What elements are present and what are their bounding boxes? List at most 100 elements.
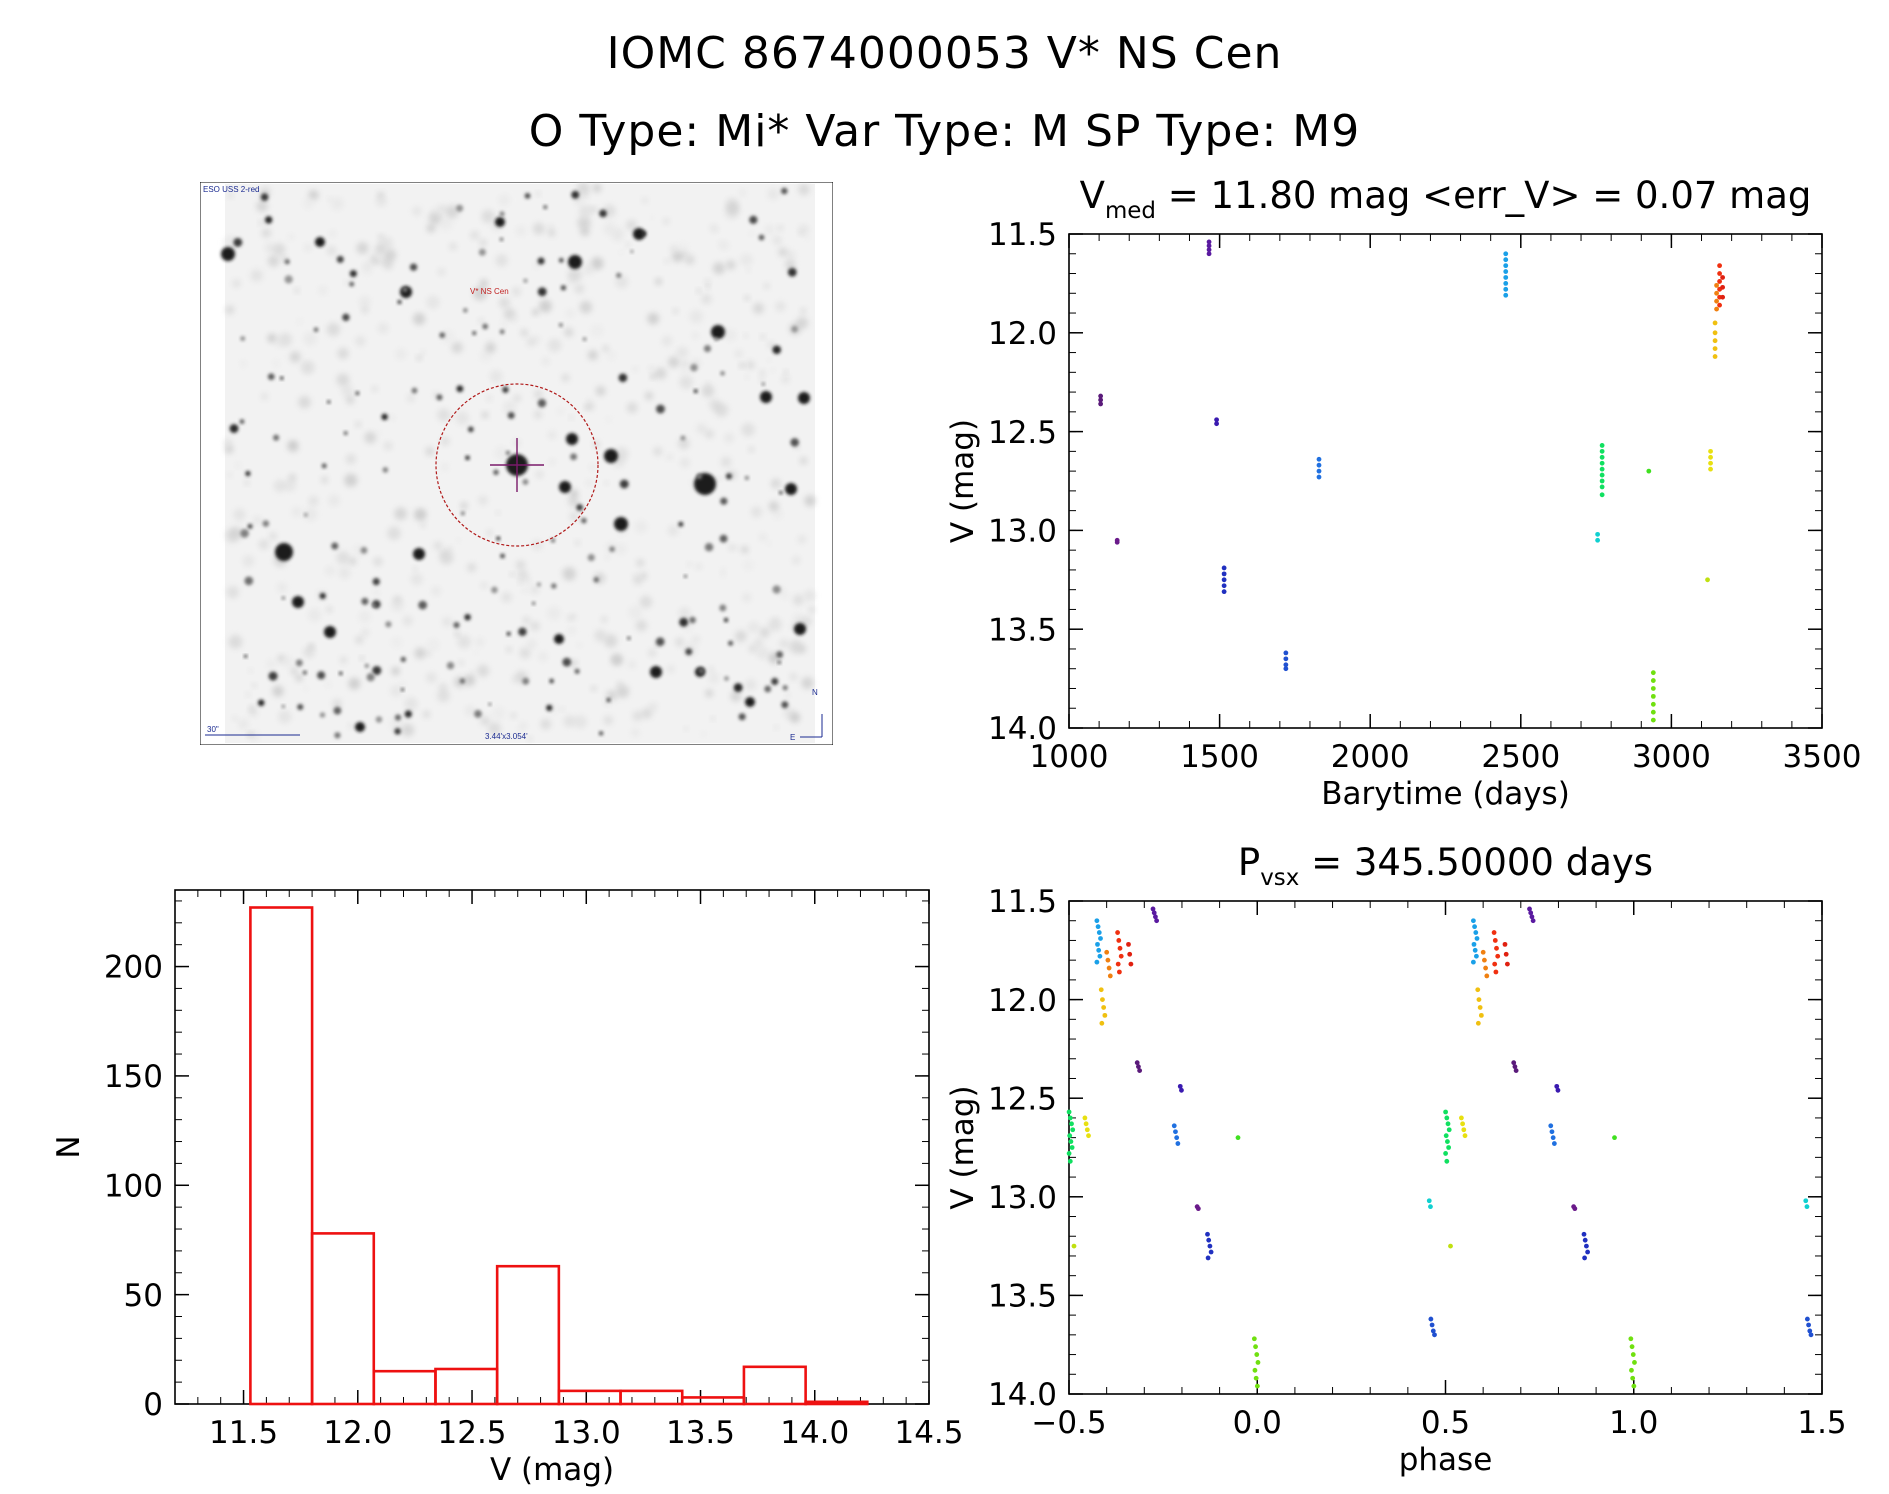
star	[680, 435, 686, 441]
lightcurve-point	[1650, 709, 1656, 715]
star	[689, 616, 696, 624]
lightcurve-point	[1283, 650, 1289, 656]
phased-point	[1478, 1012, 1484, 1018]
star	[604, 449, 618, 463]
phased-ylabel: V (mag)	[945, 1085, 981, 1209]
sky-background-blob	[668, 356, 680, 368]
lightcurve-point	[1708, 454, 1713, 460]
phased-point	[1066, 1109, 1072, 1115]
sky-background-blob	[709, 223, 719, 233]
sky-background-blob	[394, 348, 407, 360]
lightcurve-point	[1599, 484, 1605, 490]
phased-point	[1177, 1083, 1183, 1089]
histogram-bar	[680, 1396, 746, 1406]
sky-background-blob	[303, 331, 318, 346]
sky-background-blob	[585, 479, 593, 487]
star	[313, 327, 319, 333]
star	[366, 673, 375, 682]
star	[760, 391, 772, 403]
sky-background-blob	[302, 197, 315, 210]
phased-point	[1443, 1151, 1448, 1156]
star	[273, 434, 280, 441]
lightcurve-xtick-label: 2000	[1331, 739, 1410, 775]
star	[570, 453, 577, 461]
phased-point	[1548, 1123, 1554, 1129]
sky-background-blob	[625, 219, 638, 231]
sky-background-blob	[742, 592, 752, 603]
lightcurve-point	[1316, 462, 1322, 468]
star	[724, 676, 729, 681]
star	[474, 710, 482, 718]
sky-background-blob	[455, 411, 469, 425]
sky-background-blob	[248, 668, 253, 673]
sky-background-blob	[284, 479, 297, 492]
star	[262, 520, 270, 527]
lightcurve-point	[1214, 417, 1219, 423]
phased-point	[1094, 918, 1100, 924]
phased-point	[1462, 1133, 1468, 1139]
phased-point	[1096, 947, 1102, 953]
star	[785, 483, 797, 495]
star	[467, 426, 474, 433]
phased-point	[1084, 1127, 1090, 1133]
star	[297, 703, 304, 711]
lightcurve-point	[1650, 701, 1656, 707]
sky-background-blob	[617, 249, 624, 256]
sky-background-blob	[308, 189, 319, 201]
sky-background-blob	[224, 438, 233, 447]
lightcurve-point	[1712, 346, 1718, 352]
sky-background-blob	[562, 567, 576, 581]
lightcurve-xtick-label: 3500	[1783, 739, 1862, 775]
sky-background-blob	[478, 318, 484, 324]
phased-xtick-label: 0.5	[1421, 1405, 1470, 1441]
star	[418, 600, 428, 610]
sky-background-blob	[261, 228, 272, 238]
lightcurve-point	[1646, 468, 1652, 474]
sky-background-blob	[548, 224, 554, 230]
sky-background-blob	[679, 457, 691, 468]
sky-background-blob	[384, 262, 393, 271]
phased-point	[1493, 969, 1499, 975]
sky-background-blob	[605, 416, 612, 423]
phased-point	[1584, 1243, 1589, 1249]
star	[326, 400, 331, 404]
star	[518, 627, 527, 637]
lightcurve-point	[1098, 401, 1104, 407]
sky-background-blob	[364, 431, 377, 444]
sky-background-blob	[804, 235, 810, 241]
sky-background-blob	[746, 360, 755, 370]
sky-background-blob	[328, 229, 337, 238]
sky-background-blob	[425, 650, 432, 657]
sky-background-blob	[373, 556, 383, 567]
phased-point	[1097, 953, 1103, 959]
phased-point	[1127, 951, 1133, 957]
sky-background-blob	[644, 391, 654, 401]
star	[355, 722, 365, 732]
star	[703, 345, 712, 353]
star	[627, 636, 631, 641]
phased-point	[1446, 1127, 1452, 1133]
sky-background-blob	[356, 242, 369, 255]
lightcurve-axes: 1000 1500 2000 2500 3000 3500 11.5 12.0 12.5 13.0…	[945, 174, 1861, 812]
compass-east-label: E	[790, 733, 795, 742]
histogram-axes: 11.5 12.0 12.5 13.0 13.5 14.0 14.5 0 50 100 150 200…	[51, 889, 964, 1488]
lightcurve-point	[1595, 531, 1601, 537]
star	[576, 504, 583, 511]
star	[749, 215, 758, 224]
phased-point	[1629, 1367, 1634, 1373]
sky-background-blob	[402, 615, 413, 626]
sky-background-blob	[630, 728, 640, 738]
sky-background-blob	[577, 642, 583, 648]
sky-background-blob	[777, 225, 784, 231]
lightcurve-xtick-label: 1500	[1180, 739, 1259, 775]
sky-background-blob	[628, 660, 636, 669]
sky-background-blob	[633, 575, 643, 585]
sky-background-blob	[470, 670, 476, 676]
phased-point	[1471, 941, 1477, 947]
lightcurve-point	[1098, 393, 1104, 399]
sky-background-blob	[502, 400, 517, 415]
sky-background-blob	[681, 360, 689, 368]
sky-background-blob	[495, 510, 501, 515]
star	[606, 697, 611, 703]
